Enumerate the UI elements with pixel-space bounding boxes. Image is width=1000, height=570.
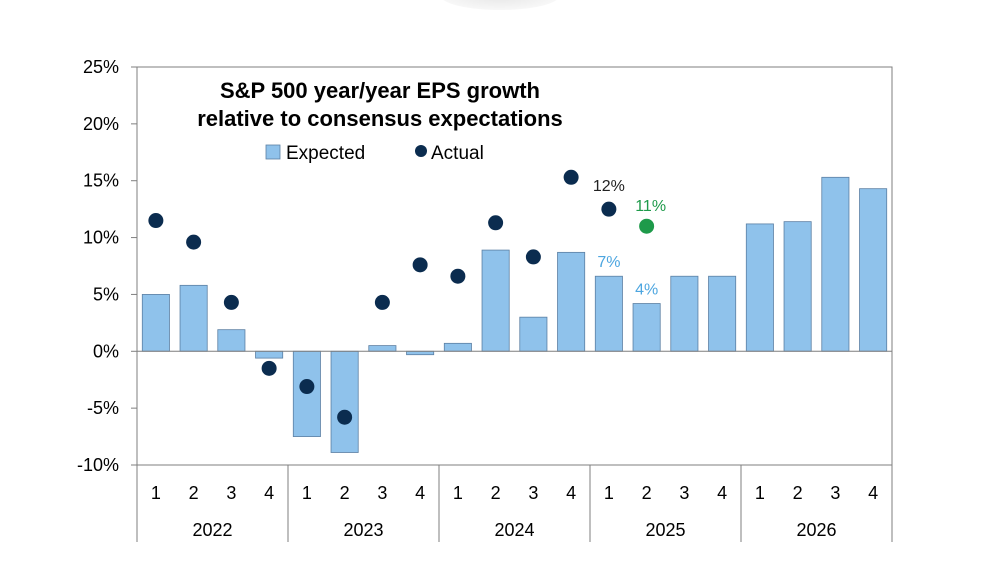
data-label: 4%	[635, 282, 658, 299]
expected-bar	[481, 249, 510, 352]
expected-bar	[670, 275, 699, 352]
year-label: 2025	[645, 520, 685, 540]
year-label: 2023	[343, 520, 383, 540]
year-label: 2022	[192, 520, 232, 540]
expected-bar	[821, 176, 850, 352]
legend-actual-label: Actual	[431, 143, 484, 164]
expected-bar	[179, 284, 208, 352]
y-tick-label: 5%	[93, 284, 119, 304]
year-label: 2024	[494, 520, 534, 540]
actual-dot	[223, 294, 239, 310]
expected-bar	[557, 251, 586, 352]
quarter-label: 1	[151, 483, 161, 503]
quarter-label: 2	[491, 483, 501, 503]
actual-dot	[337, 409, 353, 425]
quarter-label: 3	[679, 483, 689, 503]
quarter-label: 2	[340, 483, 350, 503]
quarter-label: 3	[377, 483, 387, 503]
actual-dot	[186, 234, 202, 250]
expected-bar	[141, 294, 170, 352]
quarter-label: 1	[604, 483, 614, 503]
quarter-label: 4	[264, 483, 274, 503]
actual-dot-highlight	[639, 218, 655, 234]
quarter-label: 3	[528, 483, 538, 503]
actual-dot	[412, 257, 428, 273]
expected-bar	[217, 329, 246, 352]
legend-actual-marker	[415, 145, 427, 157]
quarter-label: 1	[755, 483, 765, 503]
y-tick-label: -5%	[87, 398, 119, 418]
expected-bar	[745, 223, 774, 352]
quarter-label: 4	[868, 483, 878, 503]
expected-bar	[255, 350, 284, 359]
y-tick-label: 20%	[83, 114, 119, 134]
expected-bar	[859, 188, 888, 352]
actual-dot	[601, 201, 617, 217]
data-label: 7%	[597, 254, 620, 271]
expected-bar	[708, 275, 737, 352]
actual-dot	[450, 268, 466, 284]
legend-expected-swatch	[265, 144, 281, 160]
top-shadow	[440, 0, 560, 10]
quarter-label: 2	[642, 483, 652, 503]
y-tick-label: 25%	[83, 57, 119, 77]
chart-title-line-2: relative to consensus expectations	[197, 106, 563, 131]
actual-dot	[488, 215, 504, 231]
actual-dot	[525, 249, 541, 265]
expected-bar	[330, 350, 359, 453]
expected-bar	[443, 342, 472, 352]
quarter-label: 4	[415, 483, 425, 503]
y-tick-label: -10%	[77, 455, 119, 475]
data-label: 12%	[593, 178, 625, 195]
expected-bar	[594, 275, 623, 352]
quarter-label: 4	[566, 483, 576, 503]
quarter-label: 1	[453, 483, 463, 503]
chart-title-line-1: S&P 500 year/year EPS growth	[220, 78, 540, 103]
data-label: 11%	[635, 198, 666, 215]
legend-expected-label: Expected	[286, 143, 365, 164]
expected-bar	[406, 350, 435, 356]
year-label: 2026	[796, 520, 836, 540]
y-tick-label: 10%	[83, 228, 119, 248]
y-tick-label: 0%	[93, 341, 119, 361]
quarter-label: 4	[717, 483, 727, 503]
y-tick-label: 15%	[83, 171, 119, 191]
plot-frame	[136, 66, 893, 466]
actual-dot	[374, 294, 390, 310]
actual-dot	[299, 379, 315, 395]
actual-dot	[261, 360, 277, 376]
quarter-label: 3	[830, 483, 840, 503]
quarter-label: 2	[189, 483, 199, 503]
expected-bar	[368, 345, 397, 352]
actual-dot	[148, 213, 164, 229]
expected-bar	[783, 221, 812, 352]
actual-dot	[563, 169, 579, 185]
quarter-label: 2	[793, 483, 803, 503]
quarter-label: 1	[302, 483, 312, 503]
expected-bar	[519, 316, 548, 352]
quarter-label: 3	[226, 483, 236, 503]
expected-bar	[632, 303, 661, 352]
